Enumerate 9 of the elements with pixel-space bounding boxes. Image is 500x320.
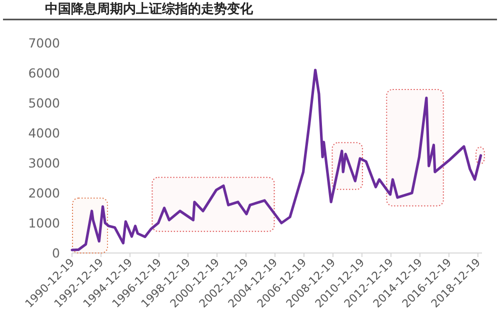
y-tick-label: 6000 bbox=[28, 66, 60, 80]
y-tick-label: 0 bbox=[52, 246, 60, 260]
y-tick-label: 2000 bbox=[28, 186, 60, 200]
y-tick-label: 1000 bbox=[28, 216, 60, 230]
y-tick-label: 7000 bbox=[28, 36, 60, 50]
y-tick-label: 5000 bbox=[28, 96, 60, 110]
chart-title: 中国降息周期内上证综指的走势变化 bbox=[45, 1, 254, 17]
y-tick-label: 4000 bbox=[28, 126, 60, 140]
y-tick-label: 3000 bbox=[28, 156, 60, 170]
